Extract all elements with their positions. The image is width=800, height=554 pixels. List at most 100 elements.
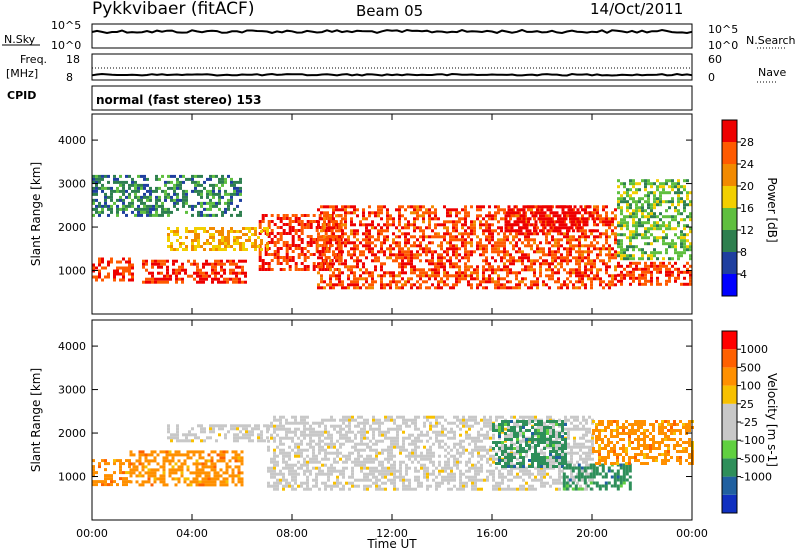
heatmap-cell (677, 276, 680, 280)
heatmap-cell (399, 451, 402, 455)
heatmap-cell (668, 179, 671, 183)
heatmap-cell (465, 481, 468, 485)
heatmap-cell (378, 433, 381, 437)
heatmap-cell (413, 253, 416, 257)
heatmap-cell (179, 180, 182, 184)
heatmap-cell (306, 244, 310, 247)
heatmap-cell (671, 182, 674, 186)
heatmap-cell (354, 463, 357, 467)
heatmap-cell (338, 208, 341, 212)
heatmap-cell (455, 271, 458, 275)
heatmap-cell (608, 283, 611, 287)
heatmap-cell (363, 418, 366, 422)
heatmap-cell (677, 224, 680, 228)
heatmap-cell (488, 265, 491, 269)
heatmap-cell (614, 268, 617, 272)
heatmap-cell (329, 217, 332, 221)
heatmap-cell (374, 280, 377, 284)
heatmap-cell (507, 424, 510, 428)
heatmap-cell (659, 182, 662, 186)
heatmap-cell (461, 274, 464, 278)
heatmap-cell (647, 227, 650, 231)
heatmap-cell (422, 274, 425, 278)
heatmap-cell (635, 230, 638, 234)
heatmap-cell (417, 436, 420, 440)
heatmap-cell (477, 454, 480, 458)
heatmap-cell (522, 223, 526, 227)
heatmap-cell (369, 484, 372, 488)
heatmap-cell (632, 218, 635, 222)
heatmap-cell (345, 415, 348, 419)
heatmap-cell (519, 220, 523, 224)
heatmap-cell (236, 180, 239, 184)
heatmap-cell (384, 433, 387, 437)
heatmap-cell (368, 274, 371, 278)
heatmap-cell (459, 418, 462, 422)
heatmap-cell (371, 280, 374, 284)
heatmap-cell (465, 469, 468, 473)
heatmap-cell (171, 477, 175, 481)
heatmap-cell (408, 487, 411, 491)
heatmap-cell (398, 247, 401, 251)
heatmap-cell (467, 280, 470, 284)
heatmap-cell (629, 264, 632, 268)
heatmap-cell (300, 232, 304, 235)
heatmap-cell (404, 280, 407, 284)
power-colorbar-tick: 8 (740, 246, 747, 259)
heatmap-cell (474, 442, 477, 446)
heatmap-cell (282, 415, 285, 419)
heatmap-cell (501, 430, 504, 434)
heatmap-cell (671, 245, 674, 249)
heatmap-cell (288, 469, 291, 473)
heatmap-cell (320, 229, 323, 233)
heatmap-cell (317, 262, 320, 266)
heatmap-cell (357, 454, 360, 458)
heatmap-cell (632, 254, 635, 258)
heatmap-cell (240, 480, 244, 484)
heatmap-cell (326, 283, 329, 287)
heatmap-cell (456, 487, 459, 491)
heatmap-cell (372, 469, 375, 473)
heatmap-cell (261, 229, 265, 232)
heatmap-cell (614, 241, 617, 245)
heatmap-cell (398, 253, 401, 257)
heatmap-cell (647, 279, 650, 283)
heatmap-cell (273, 427, 276, 431)
heatmap-cell (599, 280, 602, 284)
heatmap-cell (227, 174, 230, 178)
heatmap-cell (168, 471, 172, 475)
heatmap-cell (151, 280, 154, 284)
heatmap-cell (288, 484, 291, 488)
heatmap-cell (459, 439, 462, 443)
heatmap-cell (330, 424, 333, 428)
heatmap-cell (107, 462, 110, 466)
heatmap-cell (300, 250, 304, 253)
heatmap-cell (500, 250, 503, 254)
heatmap-cell (456, 448, 459, 452)
heatmap-cell (158, 195, 161, 199)
heatmap-cell (198, 483, 202, 487)
heatmap-cell (468, 466, 471, 470)
heatmap-cell (557, 247, 560, 251)
heatmap-cell (389, 274, 392, 278)
heatmap-cell (344, 262, 347, 266)
heatmap-cell (522, 478, 525, 482)
heatmap-cell (515, 244, 518, 248)
heatmap-cell (273, 484, 276, 488)
heatmap-cell (160, 259, 163, 263)
heatmap-cell (273, 475, 276, 479)
heatmap-cell (593, 244, 596, 248)
heatmap-cell (312, 214, 316, 217)
heatmap-cell (417, 433, 420, 437)
heatmap-cell (279, 256, 283, 259)
heatmap-cell (416, 211, 419, 215)
heatmap-cell (273, 451, 276, 455)
heatmap-cell (200, 195, 203, 199)
heatmap-cell (656, 279, 659, 283)
heatmap-cell (683, 203, 686, 207)
heatmap-cell (423, 472, 426, 476)
heatmap-cell (324, 229, 328, 232)
heatmap-cell (620, 224, 623, 228)
heatmap-cell (257, 427, 260, 431)
heatmap-cell (665, 236, 668, 240)
